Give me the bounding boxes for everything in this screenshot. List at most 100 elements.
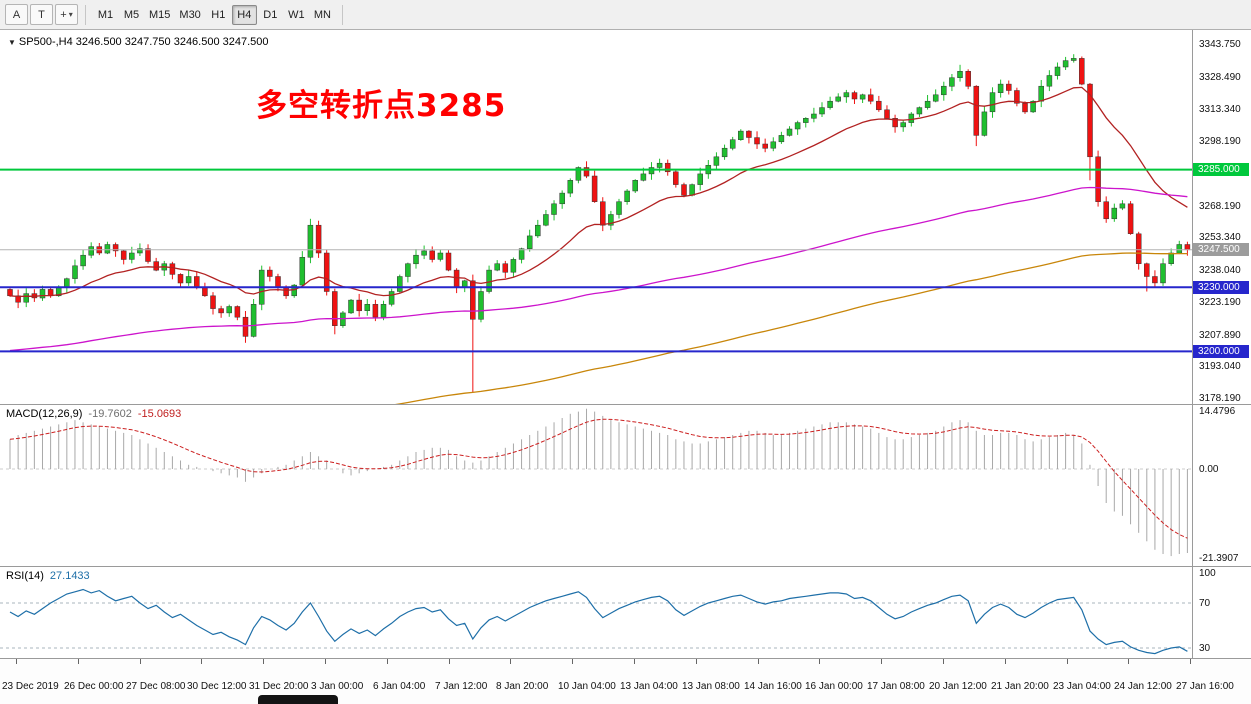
time-axis-tick [387, 659, 388, 664]
macd-axis[interactable]: 14.4796 0.00 -21.3907 [1193, 405, 1251, 566]
timeframe-button-m1[interactable]: M1 [93, 5, 118, 25]
macd-signal-line [9, 418, 1188, 539]
price-axis-label: 3207.890 [1199, 330, 1241, 341]
time-axis-tick [1128, 659, 1129, 664]
macd-signal-value: -15.0693 [137, 408, 182, 420]
price-chart[interactable] [0, 30, 1192, 404]
time-axis-label: 8 Jan 20:00 [496, 681, 549, 692]
timeframe-button-mn[interactable]: MN [310, 5, 335, 25]
time-axis-label: 14 Jan 16:00 [744, 681, 802, 692]
chart-annotation-text[interactable]: 多空转折点3285 [256, 88, 507, 124]
time-axis-tick [510, 659, 511, 664]
candlestick-series [7, 54, 1191, 392]
time-axis-label: 7 Jan 12:00 [435, 681, 488, 692]
panel-divider[interactable] [0, 658, 1251, 659]
symbol-title: ▼ SP500-,H4 3246.500 3247.750 3246.500 32… [8, 36, 269, 48]
timeframe-button-m30[interactable]: M30 [175, 5, 204, 25]
price-axis[interactable]: 3343.750 3328.490 3313.340 3298.190 3268.190… [1193, 30, 1251, 404]
time-axis-label: 21 Jan 20:00 [991, 681, 1049, 692]
price-axis-label: 3253.340 [1199, 232, 1241, 243]
time-axis-tick [943, 659, 944, 664]
bar-high: 3247.750 [124, 36, 171, 48]
timeframe-button-h4[interactable]: H4 [231, 4, 257, 25]
time-axis-tick [1067, 659, 1068, 664]
time-axis-tick [263, 659, 264, 664]
time-axis-tick [572, 659, 573, 664]
taskbar-fragment [258, 695, 338, 704]
panel-divider[interactable] [0, 566, 1251, 567]
time-axis-label: 24 Jan 12:00 [1114, 681, 1172, 692]
macd-histogram [9, 408, 1188, 557]
time-axis-label: 13 Jan 08:00 [682, 681, 740, 692]
time-axis-tick [78, 659, 79, 664]
timeframe-button-d1[interactable]: D1 [258, 5, 283, 25]
time-axis-label: 23 Dec 2019 [2, 681, 59, 692]
rsi-label: RSI(14) 27.1433 [6, 570, 90, 582]
time-axis-label: 23 Jan 04:00 [1053, 681, 1111, 692]
timeframe-button-w1[interactable]: W1 [284, 5, 309, 25]
time-axis-label: 6 Jan 04:00 [373, 681, 426, 692]
toolbar: A T + ▾ M1 M5 M15 M30 H1 H4 D1 W1 MN [0, 0, 1251, 30]
price-axis-label: 3238.040 [1199, 265, 1241, 276]
time-axis-label: 26 Dec 00:00 [64, 681, 124, 692]
timeframe-button-m15[interactable]: M15 [145, 5, 174, 25]
rsi-panel[interactable]: RSI(14) 27.1433 [0, 567, 1192, 658]
time-axis-tick [1190, 659, 1191, 664]
price-line-badge: 3230.000 [1193, 281, 1249, 294]
price-line-badge: 3200.000 [1193, 345, 1249, 358]
time-axis-label: 13 Jan 04:00 [620, 681, 678, 692]
macd-axis-label: 14.4796 [1199, 406, 1236, 417]
time-axis-label: 30 Dec 12:00 [187, 681, 247, 692]
time-axis-label: 27 Jan 16:00 [1176, 681, 1234, 692]
price-axis-label: 3268.190 [1199, 201, 1241, 212]
rsi-axis-label: 30 [1199, 643, 1211, 654]
crosshair-icon: + [60, 8, 67, 21]
macd-main-value: -19.7602 [88, 408, 132, 420]
time-axis-tick [16, 659, 17, 664]
ma-mid-magenta [9, 186, 1188, 352]
macd-panel[interactable]: MACD(12,26,9) -19.7602 -15.0693 [0, 405, 1192, 566]
time-axis-tick [140, 659, 141, 664]
time-axis-label: 10 Jan 04:00 [558, 681, 616, 692]
macd-axis-label: 0.00 [1199, 464, 1219, 475]
dropdown-triangle-icon: ▼ [8, 38, 16, 47]
toolbar-button-a[interactable]: A [5, 4, 28, 25]
toolbar-separator [85, 4, 86, 25]
bar-low: 3246.500 [173, 36, 220, 48]
symbol-name: SP500-,H4 [18, 36, 73, 48]
time-axis-label: 31 Dec 20:00 [249, 681, 309, 692]
time-axis-tick [1005, 659, 1006, 664]
panel-divider[interactable] [0, 404, 1251, 405]
toolbar-button-text[interactable]: T [30, 4, 53, 25]
rsi-chart[interactable] [0, 567, 1192, 658]
price-axis-label: 3328.490 [1199, 72, 1241, 83]
rsi-axis-label: 70 [1199, 598, 1211, 609]
timeframe-button-h1[interactable]: H1 [206, 5, 231, 25]
axis-border-line [1192, 30, 1193, 659]
price-line-badge: 3285.000 [1193, 163, 1249, 176]
price-axis-label: 3223.190 [1199, 297, 1241, 308]
time-axis-label: 3 Jan 00:00 [311, 681, 364, 692]
time-axis-tick [696, 659, 697, 664]
macd-chart[interactable] [0, 405, 1192, 566]
bar-open: 3246.500 [75, 36, 122, 48]
price-axis-label: 3343.750 [1199, 39, 1241, 50]
rsi-name: RSI(14) [6, 570, 44, 582]
timeframe-group: M1 M5 M15 M30 H1 H4 D1 W1 MN [93, 4, 335, 25]
time-axis-label: 20 Jan 12:00 [929, 681, 987, 692]
toolbar-dropdown-button[interactable]: + ▾ [55, 4, 78, 25]
timeframe-button-m5[interactable]: M5 [119, 5, 144, 25]
time-axis-tick [449, 659, 450, 664]
time-axis-label: 16 Jan 00:00 [805, 681, 863, 692]
time-axis[interactable]: 23 Dec 2019 26 Dec 00:00 27 Dec 08:00 30 De… [0, 659, 1251, 704]
ma-fast-red [9, 86, 1188, 298]
rsi-value: 27.1433 [49, 570, 90, 582]
time-axis-tick [634, 659, 635, 664]
caret-down-icon: ▾ [68, 10, 73, 19]
price-panel[interactable]: ▼ SP500-,H4 3246.500 3247.750 3246.500 32… [0, 30, 1192, 404]
current-price-badge: 3247.500 [1193, 243, 1249, 256]
time-axis-tick [201, 659, 202, 664]
rsi-axis[interactable]: 100 70 30 [1193, 567, 1251, 658]
macd-label: MACD(12,26,9) -19.7602 -15.0693 [6, 408, 181, 420]
